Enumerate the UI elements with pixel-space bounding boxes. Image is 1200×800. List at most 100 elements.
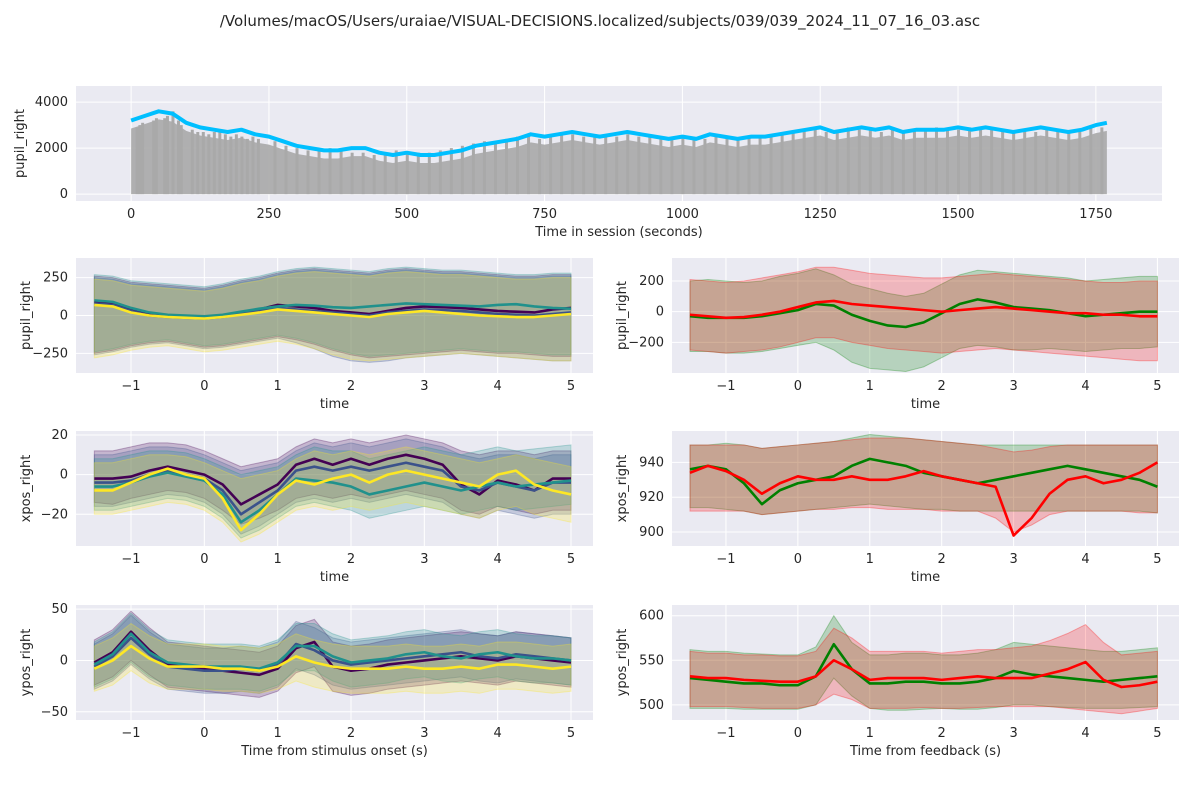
- plot-area: [672, 605, 1179, 720]
- x-tick-label: 4: [1081, 379, 1089, 394]
- x-tick-label: −1: [121, 726, 140, 741]
- y-axis-label: ypos_right: [19, 629, 34, 697]
- series-line-1: [689, 658, 1158, 689]
- y-tick-label: 0: [60, 187, 68, 202]
- panel-xpos-stim: −1 0 1 2 3 4 5 −20 0 20 time xpos_right: [19, 428, 593, 585]
- series-band-1: [93, 614, 572, 694]
- y-tick-label: 200: [639, 274, 664, 289]
- y-axis-label: ypos_right: [615, 629, 630, 697]
- series-line-3: [94, 467, 572, 532]
- x-tick-label: 0: [794, 379, 802, 394]
- plot-content: [130, 109, 1108, 195]
- series-band-2: [93, 444, 572, 539]
- x-tick-label: 5: [1153, 552, 1161, 567]
- x-tick-label: 1: [866, 552, 874, 567]
- series-line-2: [94, 299, 572, 318]
- y-tick-label: 0: [60, 309, 68, 324]
- series-line-2: [94, 471, 572, 524]
- plot-content: [93, 610, 572, 698]
- x-tick-label: 1500: [941, 207, 974, 222]
- x-axis-label: Time from stimulus onset (s): [240, 744, 428, 759]
- y-tick-label: 550: [639, 653, 664, 668]
- x-tick-label: 3: [420, 552, 428, 567]
- y-tick-label: 250: [43, 271, 68, 286]
- panel-ypos-stim: −1 0 1 2 3 4 5 −50 0 50 Time from stimulus onset (…: [19, 602, 593, 759]
- x-tick-label: 0: [794, 726, 802, 741]
- x-tick-label: 250: [257, 207, 282, 222]
- x-tick-label: 5: [567, 379, 575, 394]
- x-tick-label: 5: [1153, 379, 1161, 394]
- x-tick-label: −1: [716, 379, 735, 394]
- series-line-1: [689, 299, 1158, 320]
- y-tick-label: −200: [628, 335, 664, 350]
- x-tick-label: 1: [274, 379, 282, 394]
- x-tick-label: 4: [494, 726, 502, 741]
- x-tick-label: 3: [1009, 379, 1017, 394]
- y-axis-label: xpos_right: [19, 455, 34, 523]
- x-tick-label: 5: [567, 552, 575, 567]
- x-tick-label: −1: [121, 379, 140, 394]
- x-tick-label: 1: [866, 379, 874, 394]
- series-band-3: [93, 622, 572, 694]
- x-tick-label: 4: [1081, 552, 1089, 567]
- series-band-3: [93, 271, 572, 362]
- x-tick-label: 0: [127, 207, 135, 222]
- session-samples-area: [131, 119, 1107, 195]
- y-tick-label: 900: [639, 525, 664, 540]
- series-line-0: [689, 642, 1158, 687]
- x-tick-label: 3: [1009, 552, 1017, 567]
- x-tick-label: −1: [121, 552, 140, 567]
- panel-ypos-feedback: −1 0 1 2 3 4 5 500 550 600 Time from feedback (s) y…: [615, 605, 1179, 759]
- x-tick-label: 4: [494, 552, 502, 567]
- x-tick-label: 0: [794, 552, 802, 567]
- series-band-1: [689, 266, 1158, 362]
- x-tick-label: 2: [347, 726, 355, 741]
- pupil-trace: [130, 109, 1108, 157]
- plot-area: [76, 431, 593, 546]
- plot-content: [689, 614, 1158, 715]
- panel-xpos-feedback: −1 0 1 2 3 4 5 900 920 940 time xpos_right: [615, 431, 1179, 585]
- plot-content: [689, 433, 1159, 537]
- y-axis-label: pupil_right: [13, 109, 28, 178]
- y-axis-label: xpos_right: [615, 455, 630, 523]
- y-axis-label: pupil_right: [19, 281, 34, 350]
- series-band-0: [93, 610, 572, 698]
- figure-title: /Volumes/macOS/Users/uraiae/VISUAL-DECIS…: [219, 12, 981, 30]
- panel-pupil-stim: −1 0 1 2 3 4 5 −250 0 250 time pupil_right: [19, 258, 593, 412]
- series-band-0: [689, 433, 1158, 516]
- x-tick-label: 4: [494, 379, 502, 394]
- plot-content: [93, 434, 572, 543]
- x-tick-label: 2: [938, 379, 946, 394]
- x-axis-label: time: [320, 570, 349, 585]
- x-tick-label: 0: [200, 379, 208, 394]
- x-axis-label: time: [911, 570, 940, 585]
- series-line-1: [689, 461, 1159, 537]
- y-tick-label: 20: [51, 428, 68, 443]
- x-axis-label: time: [320, 397, 349, 412]
- x-axis-label: Time from feedback (s): [849, 744, 1001, 759]
- x-tick-label: 5: [1153, 726, 1161, 741]
- x-tick-label: 5: [567, 726, 575, 741]
- y-tick-label: −20: [41, 507, 68, 522]
- y-tick-label: 2000: [35, 141, 68, 156]
- x-tick-label: 1250: [804, 207, 837, 222]
- x-tick-label: 2: [938, 552, 946, 567]
- series-band-3: [93, 446, 572, 543]
- panel-pupil-feedback: −1 0 1 2 3 4 5 −200 0 200 time pupil_right: [615, 258, 1179, 412]
- y-tick-label: 500: [639, 698, 664, 713]
- y-tick-label: −50: [41, 705, 68, 720]
- y-tick-label: 940: [639, 455, 664, 470]
- x-tick-label: −1: [716, 726, 735, 741]
- y-tick-label: 0: [656, 305, 664, 320]
- y-tick-label: 4000: [35, 95, 68, 110]
- plot-content: [93, 266, 572, 363]
- y-tick-label: 0: [60, 468, 68, 483]
- y-tick-label: 920: [639, 490, 664, 505]
- x-tick-label: 4: [1081, 726, 1089, 741]
- x-tick-label: 0: [200, 552, 208, 567]
- series-line-3: [93, 644, 572, 673]
- x-tick-label: 750: [532, 207, 557, 222]
- y-axis-label: pupil_right: [615, 281, 630, 350]
- x-tick-label: 500: [394, 207, 419, 222]
